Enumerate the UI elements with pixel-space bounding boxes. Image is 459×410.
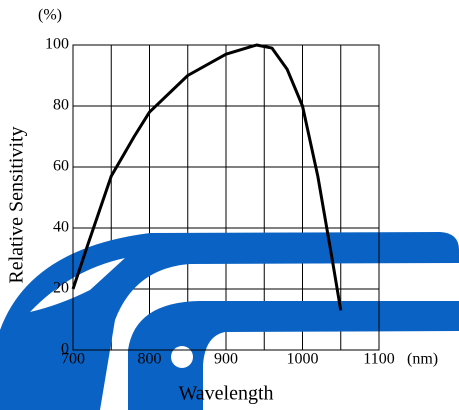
line-series [71,43,343,311]
plot [71,43,343,311]
y-tick-label: 60 [53,158,69,175]
y-unit: (%) [38,7,62,24]
plot-frame [72,44,380,351]
y-tick-label: 80 [53,97,69,114]
logo-dot [171,346,193,368]
logo-hook [30,258,125,312]
x-tick-label: 700 [61,351,85,368]
logo [0,232,459,410]
y-tick-label: 40 [53,219,69,236]
y-tick-label: 100 [45,36,69,53]
x-tick-label: 1100 [363,351,394,368]
x-unit: (nm) [407,351,438,368]
y-axis-label: Relative Sensitivity [6,126,28,283]
x-tick-label: 900 [214,351,238,368]
x-axis-label: Wavelength [178,383,273,405]
x-tick-label: 800 [138,351,162,368]
x-tick-label: 1000 [287,351,319,368]
y-tick-label: 20 [53,280,69,297]
logo-band-outer [0,232,459,410]
y-tick-label: 0 [61,341,69,358]
logo-band-inner [128,301,459,410]
